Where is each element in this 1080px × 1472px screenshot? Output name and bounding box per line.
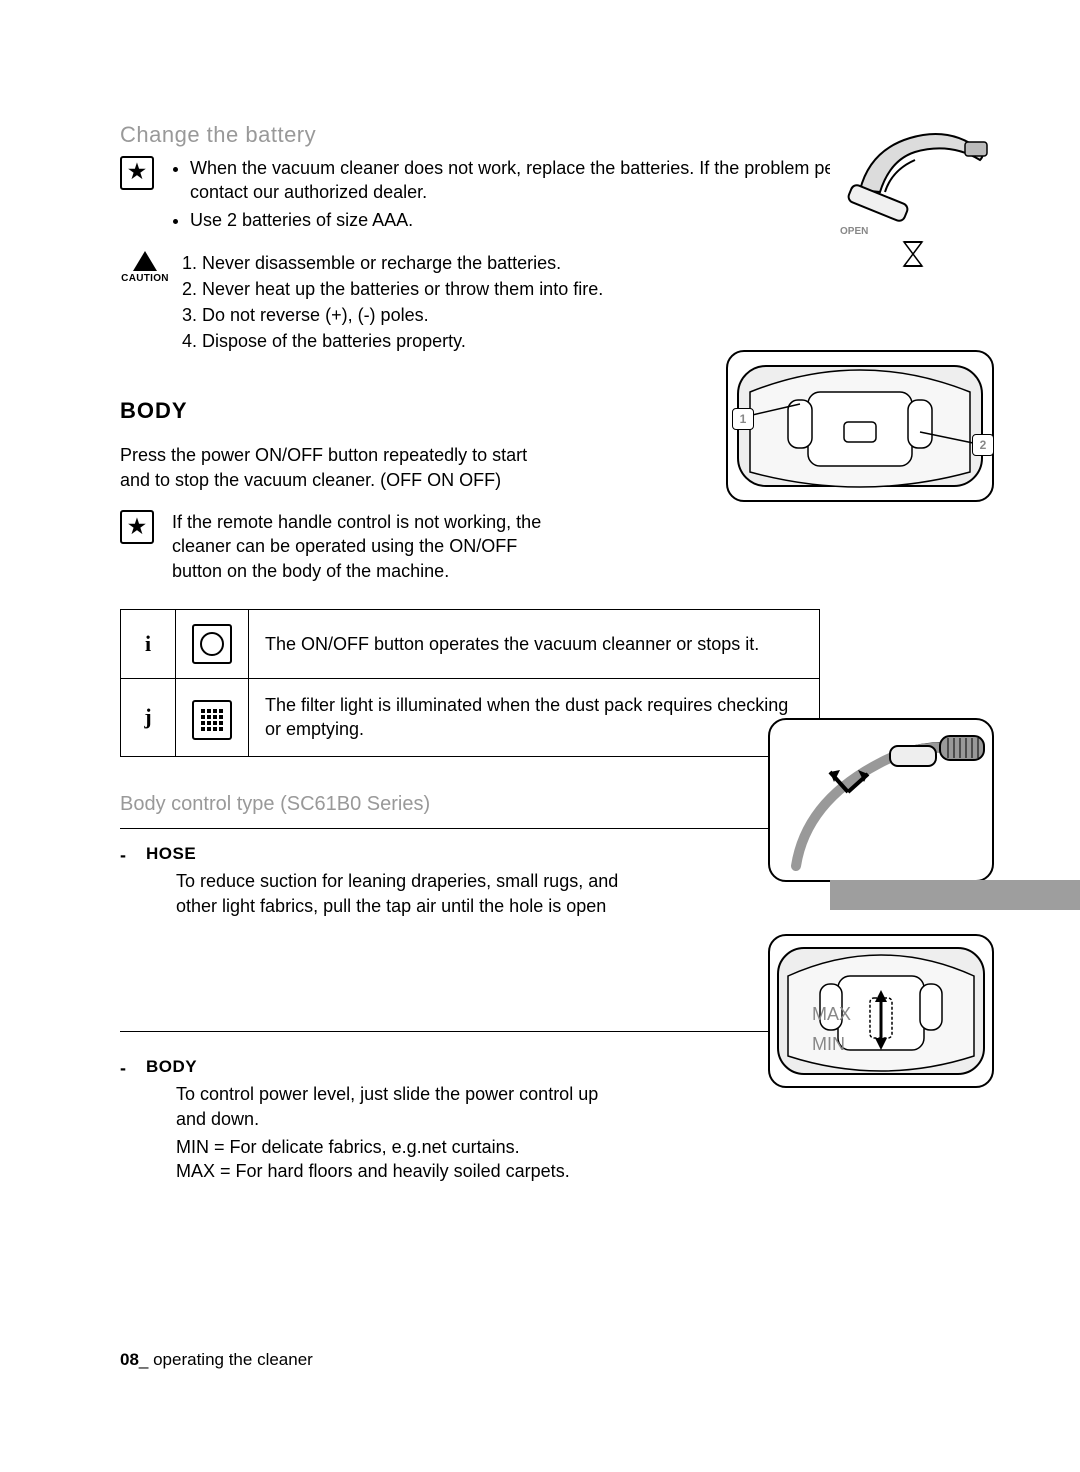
body-intro: Press the power ON/OFF button repeatedly… xyxy=(120,443,560,492)
body-note-row: ★ If the remote handle control is not wo… xyxy=(120,510,990,583)
body-note: If the remote handle control is not work… xyxy=(172,510,552,583)
star-note-icon: ★ xyxy=(120,156,154,190)
max-label: MAX xyxy=(812,1002,851,1026)
page-number: 08 xyxy=(120,1350,139,1369)
caution-4: 4. Dispose of the batteries property. xyxy=(182,329,603,353)
illustration-handle: OPEN xyxy=(830,120,990,230)
body2-min: MIN = For delicate fabrics, e.g.net curt… xyxy=(176,1135,606,1159)
body2-text: To control power level, just slide the p… xyxy=(176,1082,606,1131)
row-index: i xyxy=(121,609,176,678)
ref-label-2: 2 xyxy=(972,434,994,456)
controls-table: i The ON/OFF button operates the vacuum … xyxy=(120,609,820,757)
caution-icon: CAUTION xyxy=(120,251,170,286)
gray-strip xyxy=(830,880,1080,910)
page-footer: 08_ operating the cleaner xyxy=(120,1349,313,1372)
dash: - xyxy=(120,843,132,867)
caution-1: 1. Never disassemble or recharge the bat… xyxy=(182,251,603,275)
min-label: MIN xyxy=(812,1032,845,1056)
illustration-hose xyxy=(768,718,994,882)
footer-text: _ operating the cleaner xyxy=(139,1350,313,1369)
filter-icon xyxy=(192,700,232,740)
caution-3: 3. Do not reverse (+), (-) poles. xyxy=(182,303,603,327)
dash: - xyxy=(120,1056,132,1080)
illustration-body-bottom: MAX MIN xyxy=(768,934,994,1088)
row-icon-cell xyxy=(176,609,249,678)
row-index: j xyxy=(121,678,176,756)
manual-page: Change the battery ★ When the vacuum cle… xyxy=(0,0,1080,1472)
table-row: i The ON/OFF button operates the vacuum … xyxy=(121,609,820,678)
row-icon-cell xyxy=(176,678,249,756)
open-label: OPEN xyxy=(840,225,868,239)
body2-max: MAX = For hard floors and heavily soiled… xyxy=(176,1159,606,1183)
power-icon xyxy=(192,624,232,664)
row-desc: The ON/OFF button operates the vacuum cl… xyxy=(249,609,820,678)
battery-cautions: 1. Never disassemble or recharge the bat… xyxy=(182,251,603,356)
ref-label-1: 1 xyxy=(732,408,754,430)
battery-caution-row: CAUTION 1. Never disassemble or recharge… xyxy=(120,251,990,356)
battery-hourglass-icon xyxy=(902,240,924,268)
table-row: j The filter light is illuminated when t… xyxy=(121,678,820,756)
caution-label: CAUTION xyxy=(121,272,169,286)
row-desc: The filter light is illuminated when the… xyxy=(249,678,820,756)
caution-2: 2. Never heat up the batteries or throw … xyxy=(182,277,603,301)
illustration-body-top: 1 2 xyxy=(726,350,994,502)
star-note-icon-2: ★ xyxy=(120,510,154,544)
hose-text: To reduce suction for leaning draperies,… xyxy=(176,869,626,918)
